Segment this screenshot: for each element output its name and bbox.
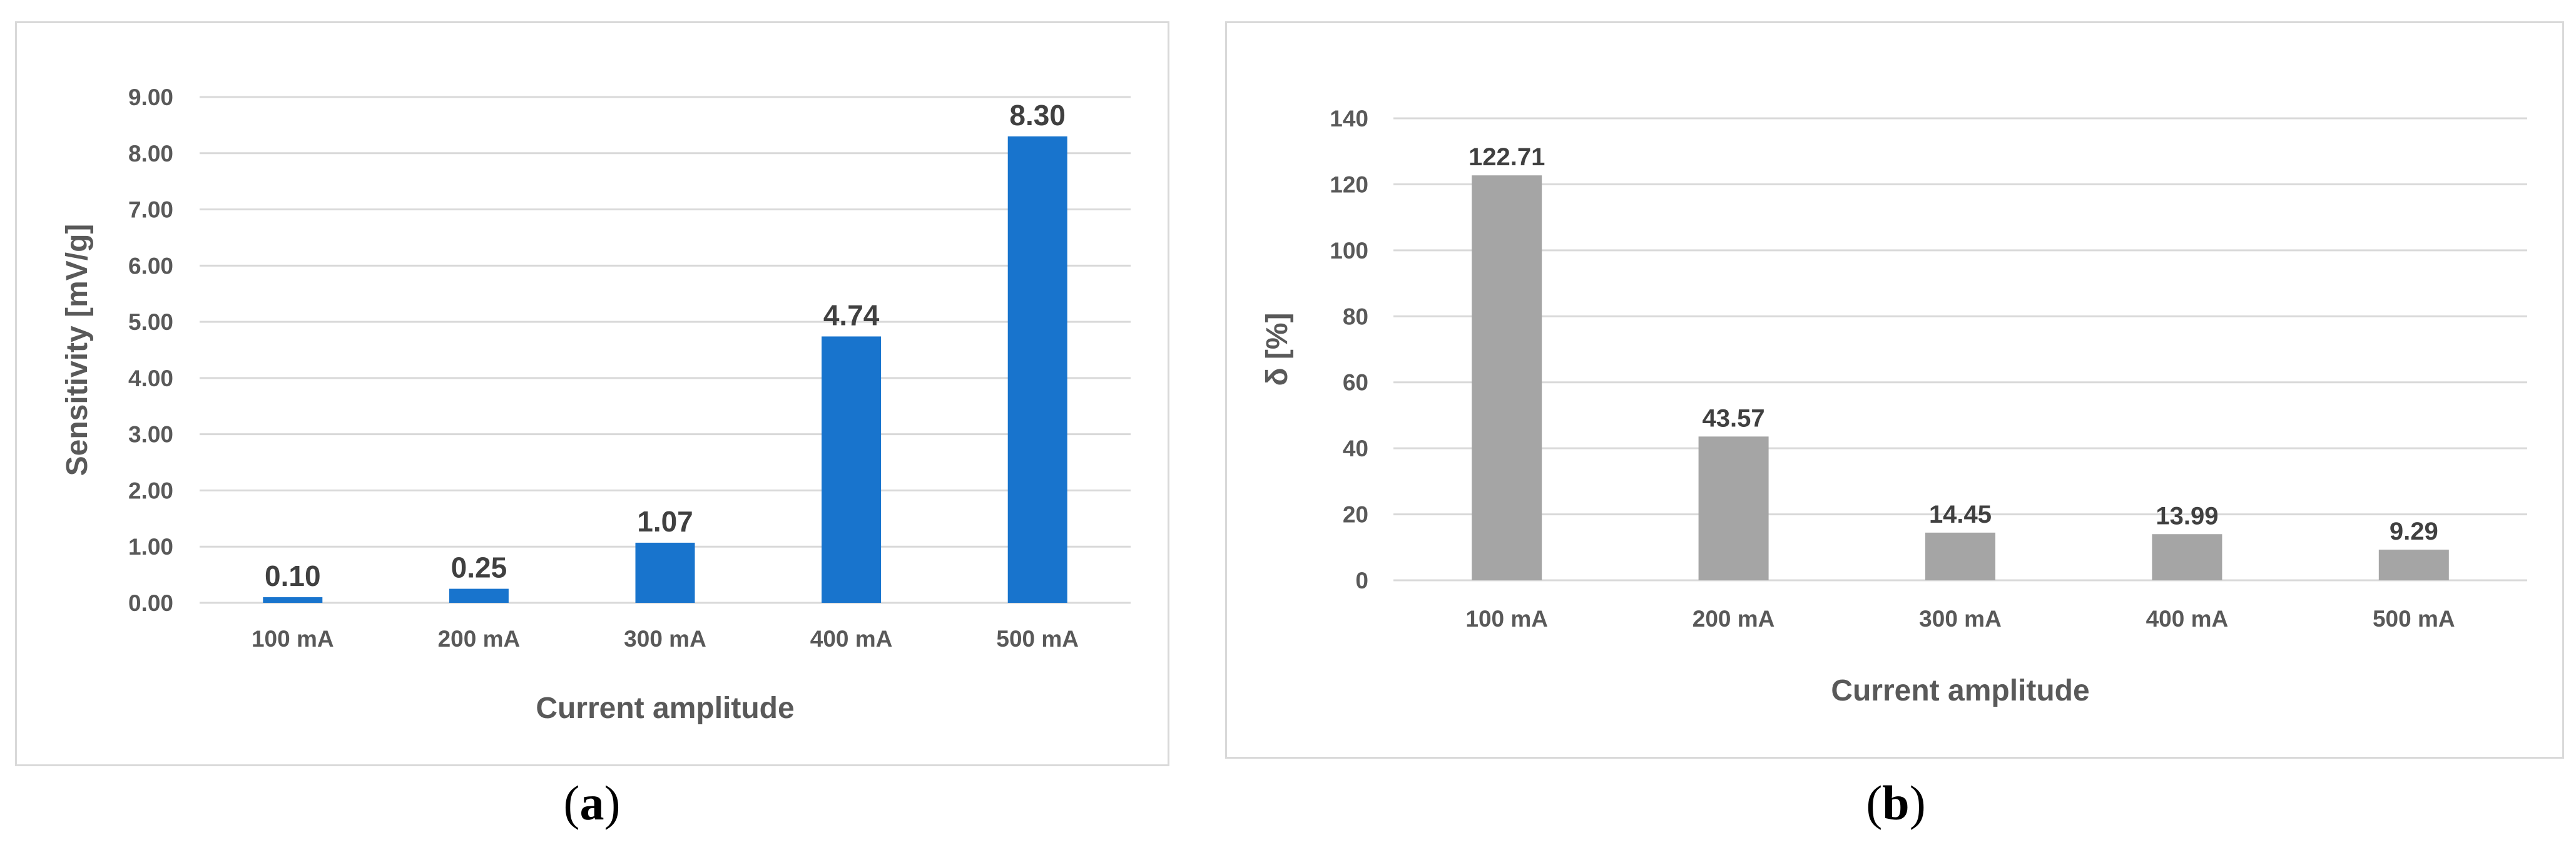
chart-a-bar — [822, 336, 882, 603]
chart-b-bar — [1472, 175, 1542, 580]
caption-b-letter: b — [1882, 776, 1910, 830]
chart-b-bar — [2378, 550, 2449, 580]
caption-a: (a) — [498, 775, 686, 831]
chart-b-data-label: 9.29 — [2390, 518, 2438, 545]
chart-b-bar — [1925, 532, 1995, 580]
chart-b-y-tick-label: 120 — [1330, 172, 1368, 197]
chart-a-y-tick-label: 1.00 — [128, 534, 173, 560]
chart-a-y-tick-label: 5.00 — [128, 309, 173, 335]
caption-b: (b) — [1802, 775, 1990, 831]
chart-b-data-label: 13.99 — [2156, 502, 2218, 530]
chart-a-x-tick-label: 500 mA — [996, 626, 1079, 652]
chart-b-y-tick-label: 140 — [1330, 106, 1368, 131]
chart-panel-a: 0.00 1.00 2.00 3.00 4.00 5.00 6.00 7.00 8.00 9.00… — [15, 21, 1169, 766]
chart-a-y-axis-title: Sensitivity [mV/g] — [61, 224, 94, 476]
chart-b-y-tick-label: 80 — [1343, 304, 1368, 329]
chart-a-y-tick-label: 9.00 — [128, 85, 173, 110]
chart-b-y-tick-label: 60 — [1343, 370, 1368, 396]
caption-a-open: ( — [563, 776, 580, 830]
chart-b-data-label: 43.57 — [1703, 404, 1765, 432]
caption-b-open: ( — [1866, 776, 1883, 830]
chart-a-bar — [263, 597, 323, 603]
chart-a-y-tick-label: 7.00 — [128, 197, 173, 223]
chart-a-data-label: 8.30 — [1009, 99, 1066, 131]
chart-b-data-label: 122.71 — [1469, 143, 1545, 171]
chart-a-x-tick-label: 300 mA — [624, 626, 706, 652]
chart-a-x-tick-label: 200 mA — [438, 626, 521, 652]
chart-a-x-tick-label: 400 mA — [810, 626, 893, 652]
chart-b-x-tick-label: 400 mA — [2146, 606, 2229, 632]
chart-b-bar — [1698, 436, 1769, 580]
chart-a-svg: 0.00 1.00 2.00 3.00 4.00 5.00 6.00 7.00 8.00 9.00… — [61, 85, 1131, 725]
chart-panel-b: 0 20 40 60 80 100 120 140 122.71 100 mA 43.57 200 m… — [1225, 21, 2564, 759]
chart-b-x-axis-title: Current amplitude — [1831, 674, 2089, 707]
chart-a-bar — [449, 588, 509, 603]
chart-a-y-tick-label: 2.00 — [128, 478, 173, 503]
chart-a-y-tick-label: 8.00 — [128, 141, 173, 167]
chart-b-y-tick-label: 100 — [1330, 238, 1368, 264]
chart-b-x-tick-label: 100 mA — [1465, 606, 1548, 632]
chart-b-x-tick-label: 300 mA — [1919, 606, 2002, 632]
chart-b-x-tick-label: 500 mA — [2373, 606, 2455, 632]
chart-a-y-tick-label: 3.00 — [128, 422, 173, 448]
chart-a-data-label: 4.74 — [823, 299, 880, 331]
chart-a-x-axis-title: Current amplitude — [536, 692, 794, 725]
chart-b-y-axis-title: δ [%] — [1261, 312, 1294, 386]
chart-a-y-tick-label: 4.00 — [128, 366, 173, 391]
chart-b-bar — [2152, 534, 2222, 580]
chart-a-y-tick-label: 0.00 — [128, 590, 173, 616]
chart-b-data-label: 14.45 — [1929, 501, 1992, 528]
chart-a-data-label: 0.25 — [451, 552, 507, 584]
chart-a-bar — [635, 542, 695, 603]
chart-b-x-tick-label: 200 mA — [1693, 606, 1775, 632]
chart-b-y-tick-label: 40 — [1343, 436, 1368, 461]
chart-a-bar — [1007, 136, 1067, 603]
caption-b-close: ) — [1909, 776, 1926, 830]
chart-a-y-tick-label: 6.00 — [128, 253, 173, 279]
caption-a-close: ) — [604, 776, 621, 830]
chart-a-data-label: 0.10 — [265, 560, 321, 592]
chart-a-data-label: 1.07 — [637, 505, 693, 538]
chart-b-svg: 0 20 40 60 80 100 120 140 122.71 100 mA 43.57 200 m… — [1261, 106, 2527, 707]
chart-b-y-tick-label: 0 — [1355, 568, 1368, 593]
caption-a-letter: a — [579, 776, 604, 830]
chart-a-x-tick-label: 100 mA — [252, 626, 334, 652]
chart-b-y-tick-label: 20 — [1343, 502, 1368, 528]
